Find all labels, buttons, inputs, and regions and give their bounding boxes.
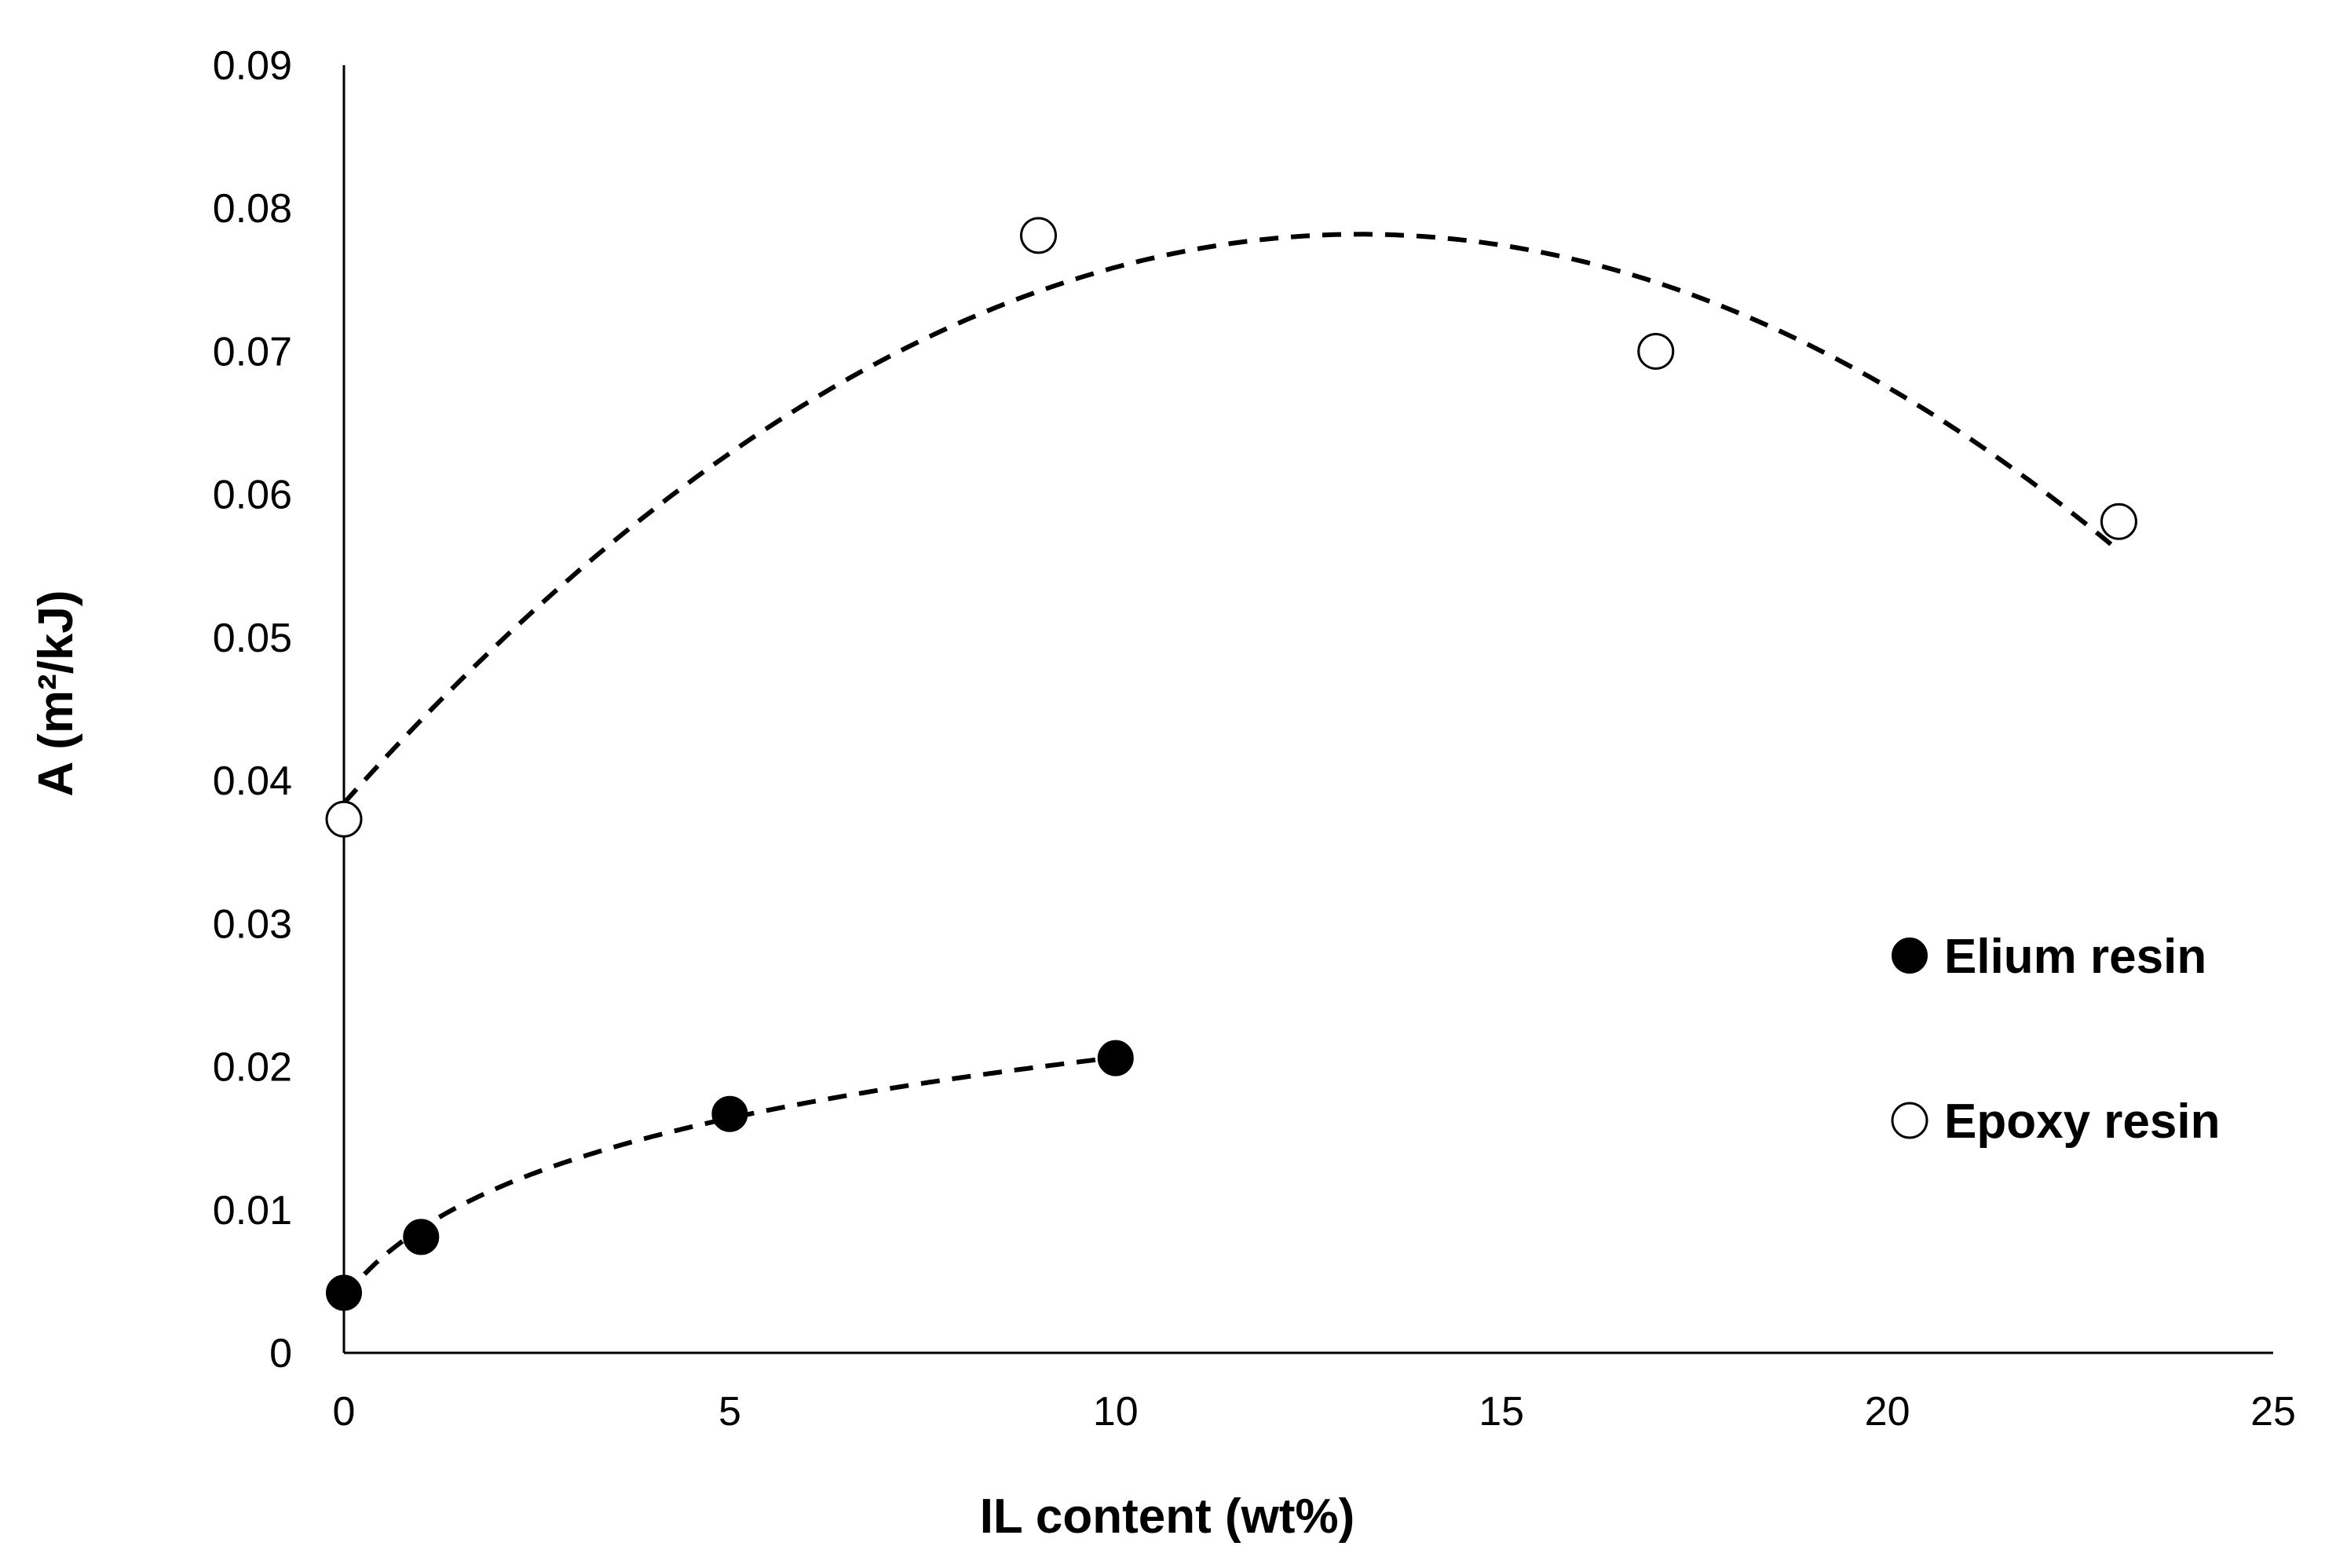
y-tick-label: 0.07 (213, 329, 292, 375)
y-tick-label: 0.09 (213, 43, 292, 89)
data-point-series-1 (1097, 1040, 1134, 1076)
y-tick-label: 0.04 (213, 758, 292, 804)
x-tick-label: 10 (1093, 1389, 1139, 1435)
legend-label: Epoxy resin (1944, 1095, 2220, 1149)
data-point-series-1 (403, 1219, 440, 1255)
data-point-series-1 (711, 1095, 748, 1132)
data-points (325, 217, 2137, 1311)
y-tick-label: 0.03 (213, 901, 292, 947)
trendline-series-2 (342, 232, 2121, 805)
y-tick-label: 0.01 (213, 1188, 292, 1234)
x-tick-label: 20 (1865, 1389, 1910, 1435)
y-tick-label: 0.06 (213, 473, 292, 518)
legend-marker (1892, 938, 1928, 974)
y-tick-label: 0.02 (213, 1045, 292, 1091)
legend: Elium resin Epoxy resin (1891, 930, 2220, 1149)
x-tick-label: 15 (1479, 1389, 1524, 1435)
data-point-series-2 (325, 800, 363, 838)
trendline-series-1 (342, 1054, 1117, 1299)
y-tick-label: 0.08 (213, 186, 292, 232)
trendlines (342, 232, 2121, 1299)
x-tick-label: 5 (718, 1389, 741, 1435)
x-tick-label: 25 (2250, 1389, 2296, 1435)
x-tick-label: 0 (333, 1389, 356, 1435)
data-point-series-2 (1637, 332, 1675, 370)
legend-label: Elium resin (1944, 930, 2206, 984)
x-axis-title: IL content (wt%) (980, 1489, 1355, 1544)
axes: 0 5 10 15 20 25 0 0.01 0.02 0.03 0.04 0.05 0.06 0.07 0… (29, 43, 2296, 1544)
data-point-series-2 (1020, 217, 1058, 254)
data-point-series-1 (326, 1274, 362, 1311)
legend-marker (1891, 1102, 1928, 1139)
y-tick-label: 0 (269, 1331, 292, 1376)
y-tick-label: 0.05 (213, 616, 292, 661)
data-point-series-2 (2100, 503, 2137, 540)
y-axis-title: A (m²/kJ) (29, 590, 83, 797)
